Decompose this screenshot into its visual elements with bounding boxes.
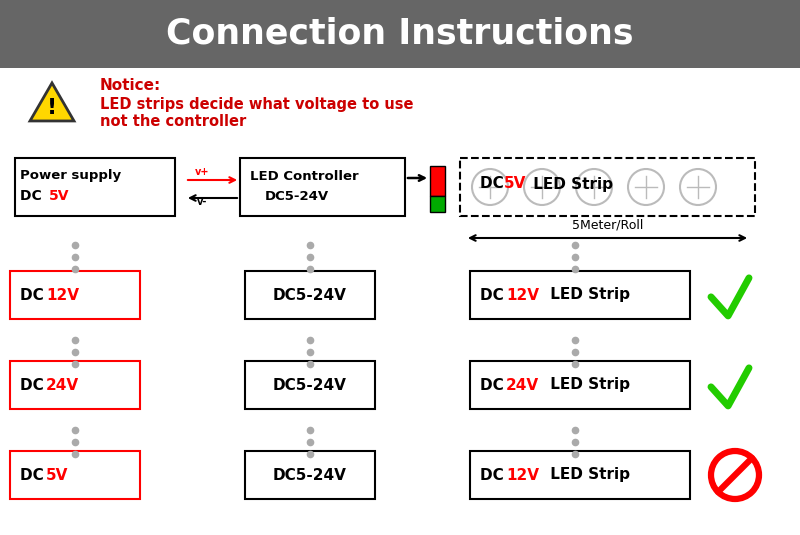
- FancyBboxPatch shape: [470, 451, 690, 499]
- Text: DC: DC: [480, 287, 509, 302]
- Text: DC: DC: [480, 468, 509, 483]
- Text: v+: v+: [194, 167, 210, 177]
- Text: DC: DC: [20, 378, 49, 393]
- Text: 12V: 12V: [506, 468, 539, 483]
- Text: DC5-24V: DC5-24V: [273, 378, 347, 393]
- Text: LED Controller: LED Controller: [250, 170, 358, 182]
- Text: Connection Instructions: Connection Instructions: [166, 17, 634, 51]
- Text: DC5-24V: DC5-24V: [273, 287, 347, 302]
- FancyBboxPatch shape: [245, 361, 375, 409]
- FancyBboxPatch shape: [470, 361, 690, 409]
- Text: LED Strip: LED Strip: [545, 378, 630, 393]
- Text: !: !: [47, 98, 57, 118]
- Text: LED Strip: LED Strip: [545, 468, 630, 483]
- Text: LED Strip: LED Strip: [545, 287, 630, 302]
- Text: LED Strip: LED Strip: [528, 177, 613, 192]
- FancyBboxPatch shape: [10, 271, 140, 319]
- Text: Power supply: Power supply: [20, 170, 121, 182]
- Text: not the controller: not the controller: [100, 114, 246, 129]
- Text: DC: DC: [20, 287, 49, 302]
- FancyBboxPatch shape: [240, 158, 405, 216]
- Text: 5V: 5V: [46, 468, 68, 483]
- Text: Notice:: Notice:: [100, 78, 162, 93]
- Text: 24V: 24V: [46, 378, 79, 393]
- FancyBboxPatch shape: [10, 451, 140, 499]
- Text: 5Meter/Roll: 5Meter/Roll: [572, 219, 643, 232]
- Text: DC: DC: [20, 468, 49, 483]
- Text: v-: v-: [197, 197, 207, 207]
- Text: 12V: 12V: [46, 287, 79, 302]
- FancyBboxPatch shape: [245, 271, 375, 319]
- Text: LED strips decide what voltage to use: LED strips decide what voltage to use: [100, 96, 414, 111]
- Text: DC: DC: [480, 177, 509, 192]
- FancyBboxPatch shape: [15, 158, 175, 216]
- Text: 12V: 12V: [506, 287, 539, 302]
- Text: DC5-24V: DC5-24V: [265, 189, 329, 203]
- FancyBboxPatch shape: [430, 196, 445, 212]
- Bar: [0, 0, 800, 68]
- FancyBboxPatch shape: [470, 271, 690, 319]
- Text: DC: DC: [480, 378, 509, 393]
- Text: 5V: 5V: [504, 177, 526, 192]
- FancyBboxPatch shape: [460, 158, 755, 216]
- Text: 5V: 5V: [49, 189, 70, 203]
- Polygon shape: [30, 83, 74, 121]
- Text: 24V: 24V: [506, 378, 539, 393]
- FancyBboxPatch shape: [245, 451, 375, 499]
- Text: DC: DC: [20, 189, 46, 203]
- FancyBboxPatch shape: [430, 166, 445, 196]
- FancyBboxPatch shape: [10, 361, 140, 409]
- Text: DC5-24V: DC5-24V: [273, 468, 347, 483]
